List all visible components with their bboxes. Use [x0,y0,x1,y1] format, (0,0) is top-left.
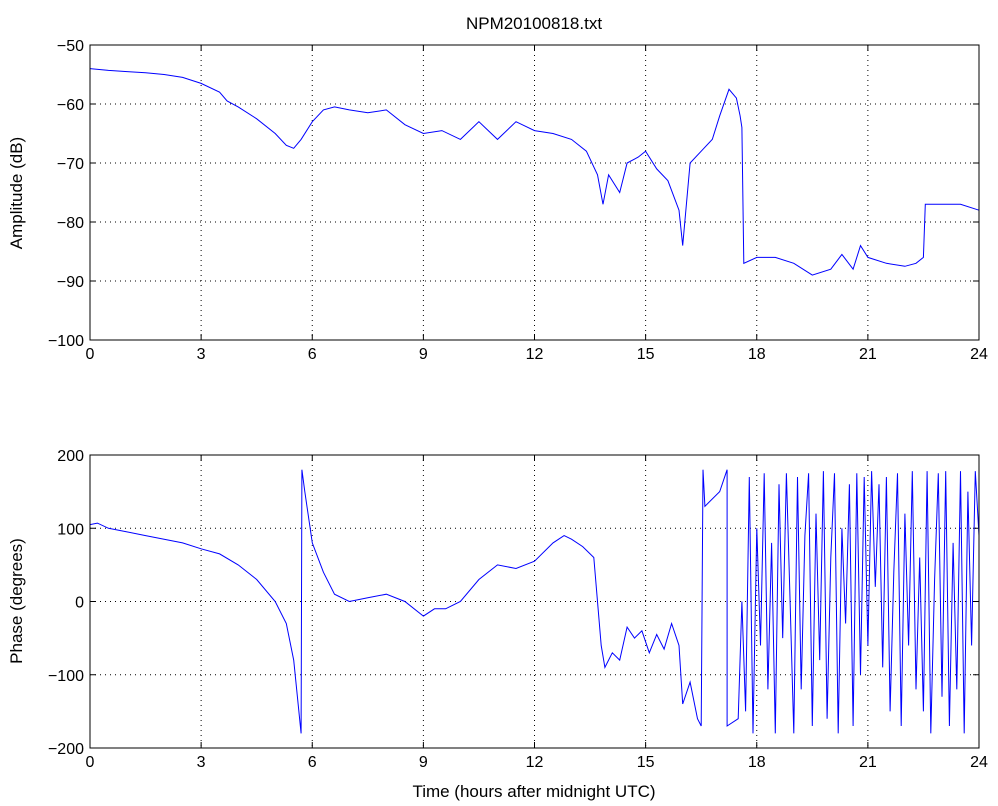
phase-x-tick-label: 15 [637,754,655,771]
phase-x-tick-label: 18 [748,754,766,771]
phase-x-tick-label: 12 [526,754,544,771]
phase-x-tick-label: 6 [308,754,317,771]
phase-y-tick-label: 200 [57,448,84,465]
phase-x-tick-label: 21 [859,754,877,771]
amplitude-x-tick-label: 24 [970,346,988,363]
phase-y-tick-label: −200 [48,741,84,758]
phase-axes: 0 3 6 9 12 15 18 21 24 −200 −100 0 100 200 [48,448,988,771]
amplitude-y-tick-label: −70 [57,156,84,173]
phase-series-line [89,469,980,734]
phase-plot-frame [89,454,980,749]
amplitude-y-tick-label: −60 [57,97,84,114]
amplitude-x-tick-label: 15 [637,346,655,363]
amplitude-y-axis-label: Amplitude (dB) [7,137,26,249]
phase-y-tick-label: −100 [48,668,84,685]
amplitude-x-tick-label: 9 [419,346,428,363]
amplitude-x-tick-label: 12 [526,346,544,363]
amplitude-y-tick-label: −90 [57,274,84,291]
amplitude-x-tick-label: 18 [748,346,766,363]
phase-x-tick-label: 24 [970,754,988,771]
phase-x-tick-label: 9 [419,754,428,771]
phase-y-tick-label: 100 [57,521,84,538]
amplitude-y-tick-label: −100 [48,333,84,350]
amplitude-axes: 0 3 6 9 12 15 18 21 24 −100 −90 −80 −70 −60 −50 [48,38,988,363]
phase-y-axis-label: Phase (degrees) [7,538,26,664]
amplitude-y-tick-label: −80 [57,215,84,232]
amplitude-x-tick-label: 0 [86,346,95,363]
amplitude-x-tick-label: 3 [197,346,206,363]
amplitude-series-line [89,68,980,276]
chart-title: NPM20100818.txt [466,14,602,33]
phase-x-tick-label: 0 [86,754,95,771]
amplitude-x-tick-label: 21 [859,346,877,363]
amplitude-y-tick-label: −50 [57,38,84,55]
amplitude-x-tick-label: 6 [308,346,317,363]
x-axis-label: Time (hours after midnight UTC) [412,782,655,801]
phase-x-tick-label: 3 [197,754,206,771]
amplitude-plot-frame [89,44,980,341]
phase-y-tick-label: 0 [75,595,84,612]
